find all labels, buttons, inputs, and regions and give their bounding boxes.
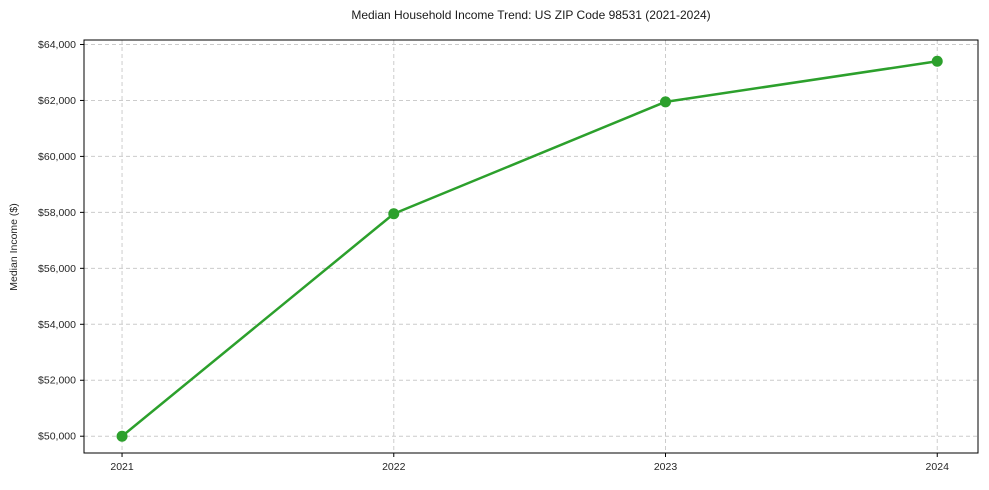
x-tick-label: 2021 [110,461,134,473]
y-tick-label: $52,000 [38,375,76,387]
axes-spines [83,39,979,454]
chart-title: Median Household Income Trend: US ZIP Co… [351,8,711,22]
data-point-2023 [660,96,672,108]
data-point-2021 [116,430,128,442]
y-tick-label: $54,000 [38,319,76,331]
x-tick-label: 2023 [654,461,678,473]
y-tick-label: $62,000 [38,95,76,107]
median-household-income-line-series [120,60,939,438]
y-tick-label: $56,000 [38,263,76,275]
y-tick-label: $60,000 [38,151,76,163]
y-tick-label: $64,000 [38,39,76,51]
y-tick-label: $58,000 [38,207,76,219]
data-point-2024 [931,55,943,67]
x-tick-label: 2022 [382,461,406,473]
data-point-2022 [388,208,400,220]
y-tick-label: $50,000 [38,431,76,443]
x-tick-label: 2024 [926,461,950,473]
